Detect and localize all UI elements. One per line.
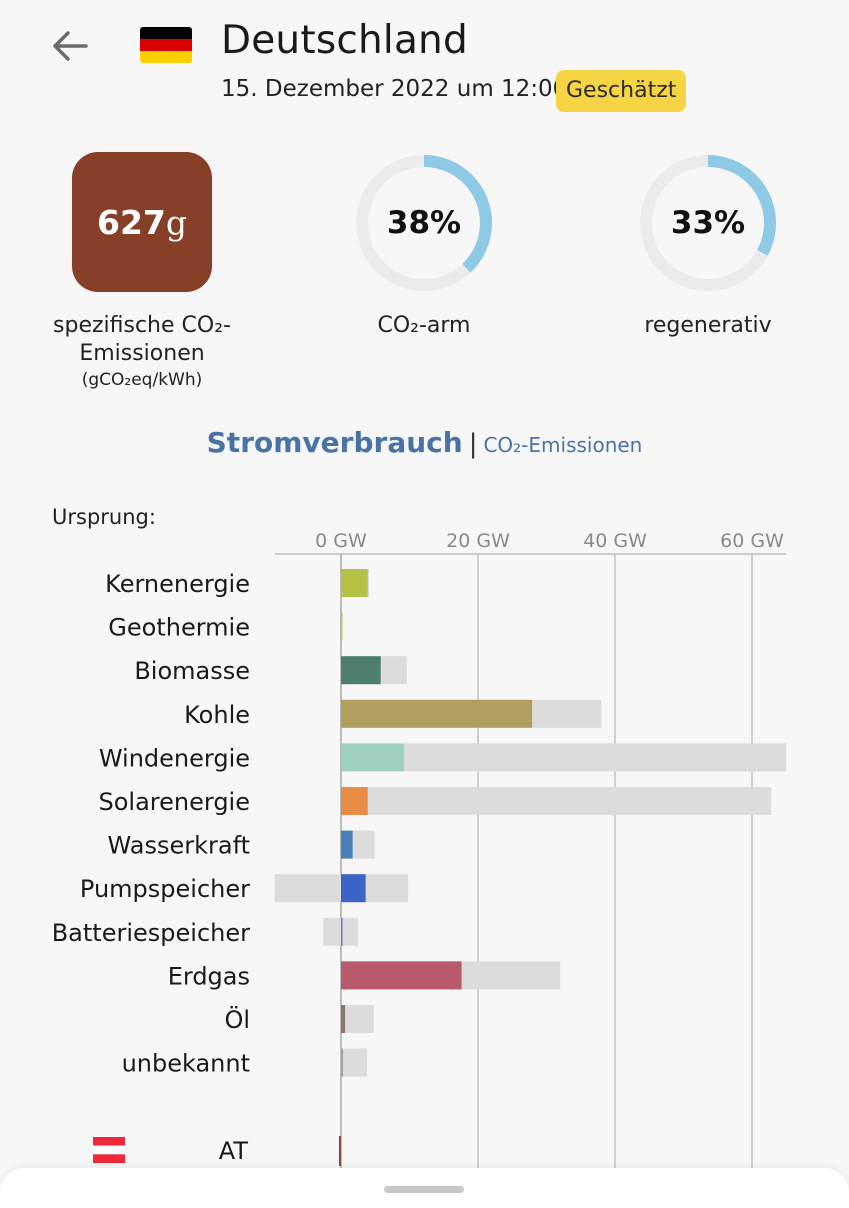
- drag-handle[interactable]: [384, 1186, 464, 1193]
- production-bar: [341, 569, 368, 597]
- x-tick-label: 60 GW: [720, 530, 784, 552]
- production-bar: [341, 961, 462, 990]
- exchange-bar: [338, 1136, 341, 1166]
- austria-flag-icon: [93, 1145, 125, 1155]
- carbon-intensity-unit: g: [165, 202, 187, 242]
- category-label: unbekannt: [122, 1050, 250, 1078]
- low-carbon-ring[interactable]: 38%: [354, 153, 494, 293]
- co2-emissions-tab[interactable]: CO₂-Emissionen: [483, 433, 643, 457]
- category-label: Kernenergie: [105, 570, 250, 598]
- x-tick-label: 0 GW: [315, 530, 367, 552]
- capacity-bar: [341, 1005, 374, 1033]
- mode-separator: |: [468, 429, 478, 459]
- production-bar: [341, 917, 343, 946]
- renewable-label: regenerativ: [644, 313, 772, 338]
- capacity-bar: [341, 743, 787, 772]
- renewable-ring[interactable]: 33%: [638, 153, 778, 293]
- exchange-label: AT: [219, 1137, 249, 1165]
- carbon-intensity-unit-label: (gCO₂eq/kWh): [81, 370, 203, 390]
- germany-flag-icon: [140, 27, 192, 63]
- production-bar: [341, 612, 343, 641]
- austria-flag-icon: [93, 1154, 125, 1163]
- production-bar: [341, 1048, 344, 1077]
- origin-label: Ursprung:: [52, 505, 156, 529]
- category-label: Wasserkraft: [108, 832, 250, 860]
- production-bar: [341, 787, 368, 815]
- capacity-bar: [341, 1048, 368, 1077]
- production-bar: [341, 1005, 346, 1033]
- category-label: Solarenergie: [99, 788, 251, 816]
- category-label: Batteriespeicher: [52, 919, 250, 947]
- zone-header: Deutschland 15. Dezember 2022 um 12:00 G…: [0, 0, 849, 130]
- category-label: Öl: [224, 1005, 250, 1034]
- production-bar: [341, 874, 366, 903]
- x-tick-label: 20 GW: [446, 530, 510, 552]
- low-carbon-percentage: 38%: [386, 205, 462, 241]
- category-label: Geothermie: [108, 614, 250, 642]
- category-label: Windenergie: [99, 744, 250, 772]
- carbon-intensity-value: 627: [96, 202, 166, 242]
- capacity-bar: [323, 917, 359, 946]
- production-bar-chart: 0 GW 20 GW 40 GW 60 GW Kernenergie Geothermie…: [52, 530, 787, 1170]
- low-carbon-label: CO₂-arm: [377, 313, 471, 338]
- carbon-intensity-label: spezifische CO₂- Emissionen: [32, 312, 252, 368]
- zone-title: Deutschland: [221, 18, 468, 63]
- production-bar: [341, 830, 353, 859]
- display-mode-toggle: Stromverbrauch | CO₂-Emissionen: [0, 426, 849, 459]
- bottom-sheet[interactable]: [0, 1168, 849, 1208]
- renewable-percentage: 33%: [670, 205, 746, 241]
- carbon-intensity-label-line2: Emissionen: [79, 341, 205, 366]
- capacity-bar: [341, 787, 772, 815]
- production-bar: [341, 743, 405, 772]
- category-label: Kohle: [184, 701, 250, 729]
- back-arrow-icon[interactable]: [48, 24, 92, 68]
- estimated-badge[interactable]: Geschätzt: [556, 70, 687, 112]
- category-label: Pumpspeicher: [80, 875, 250, 903]
- production-bar: [341, 699, 533, 728]
- x-tick-label: 40 GW: [583, 530, 647, 552]
- austria-flag-icon: [93, 1137, 125, 1146]
- category-label: Erdgas: [168, 962, 250, 990]
- production-bar: [341, 656, 381, 685]
- carbon-intensity-box: 627 g: [72, 152, 212, 292]
- category-label: Biomasse: [134, 657, 250, 685]
- electricity-consumption-tab[interactable]: Stromverbrauch: [206, 426, 463, 459]
- carbon-intensity-label-line1: spezifische CO₂-: [53, 313, 231, 338]
- datetime: 15. Dezember 2022 um 12:00: [221, 76, 568, 102]
